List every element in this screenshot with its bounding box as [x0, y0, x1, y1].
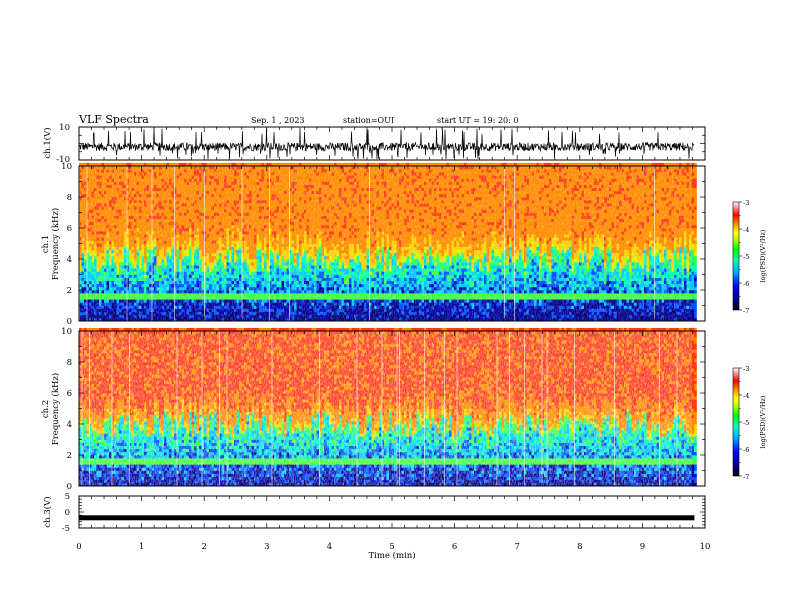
start-time-label: start UT = 19: 20: 0	[437, 116, 518, 125]
spectrogram-cell	[119, 162, 122, 167]
spectrogram-cell	[116, 162, 120, 167]
ch1-waveform-trace	[78, 127, 695, 160]
spectrogram-cell	[94, 162, 97, 167]
spectrogram-cell	[129, 162, 132, 167]
spectrogram-cell	[84, 162, 87, 167]
spectrogram-cell	[111, 162, 115, 167]
spectrogram-cell	[101, 162, 105, 167]
spectrogram-cell	[136, 162, 140, 167]
spectrogram-cell	[149, 162, 152, 167]
spectrogram-cell	[146, 162, 150, 167]
ch1-waveform-ylabel: ch.1(V)	[42, 127, 53, 158]
spectrogram-cell	[156, 162, 160, 167]
spectrogram-cell	[81, 162, 85, 167]
spectrogram-cell	[96, 162, 100, 167]
spectrogram-cell	[166, 162, 170, 167]
spectrogram-cell	[91, 162, 95, 167]
ch1-waveform-panel: 10 -10 ch.1(V)	[42, 123, 706, 165]
spectrogram-cell	[89, 162, 92, 167]
ch1-ytick-top: 10	[59, 123, 70, 133]
spectrogram-cell	[131, 162, 135, 167]
station-label: station=OUI	[343, 116, 394, 125]
spectrogram-cell	[154, 162, 157, 167]
spectrogram-cell	[114, 162, 117, 167]
spectrogram-cell	[99, 162, 102, 167]
date-label: Sep. 1 , 2023	[251, 116, 305, 125]
spectrogram-cell	[106, 162, 110, 167]
spectrogram-cell	[159, 162, 162, 167]
ch1-spectrogram-panel: 0 2 4 6 8 10 ch.1 Frequency (kHz) -3 -4 …	[41, 162, 767, 327]
spectrogram-cell	[126, 162, 130, 167]
ch1-waveform-line	[78, 127, 695, 160]
figure-title: VLF Spectra	[78, 113, 149, 126]
spectrogram-cell	[109, 162, 112, 167]
spectrogram-cell	[86, 162, 90, 167]
spectrogram-cell	[144, 162, 147, 167]
ch1-waveform-ticks	[78, 126, 706, 161]
spectrogram-cell	[151, 162, 155, 167]
spectrogram-cell	[141, 162, 145, 167]
spectrogram-cell	[79, 162, 82, 167]
spectrogram-cell	[161, 162, 165, 167]
spectrogram-cell	[121, 162, 125, 167]
ch1-ytick-bottom: -10	[56, 155, 70, 165]
spectrogram-cell	[171, 162, 175, 167]
spectrogram-cell	[174, 162, 177, 167]
spectrogram-cell	[169, 162, 172, 167]
spectrogram-cell	[124, 162, 127, 167]
spectrogram-cell	[164, 162, 167, 167]
spectrogram-cell	[104, 162, 107, 167]
spectrogram-cell	[176, 162, 180, 167]
spectrogram-cell	[179, 162, 182, 167]
spectrogram-cell	[134, 162, 137, 167]
spectrogram-cell	[139, 162, 142, 167]
